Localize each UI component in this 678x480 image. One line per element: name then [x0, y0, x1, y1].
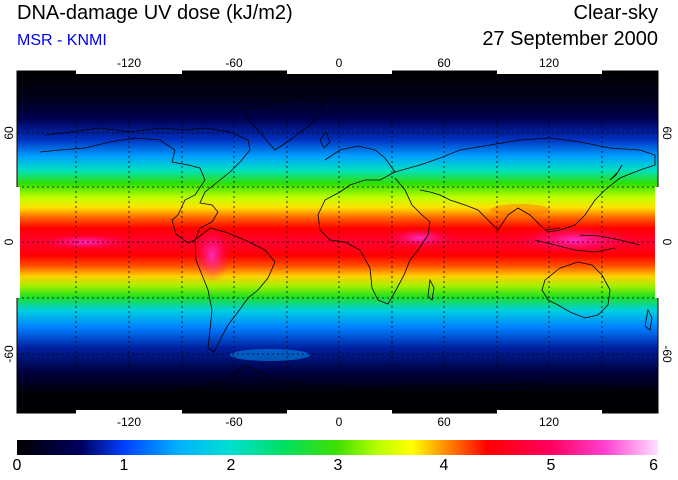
- lon-tick-bottom: 60: [437, 415, 451, 429]
- australia-coast: [541, 261, 611, 319]
- lon-tick-top: 120: [539, 56, 559, 70]
- lon-tick-top: 60: [437, 56, 451, 70]
- date-label: 27 September 2000: [482, 28, 658, 50]
- lat-tick-right: 0: [660, 239, 674, 246]
- source-label: MSR - KNMI: [17, 32, 107, 49]
- uv-dose-hotspots: [40, 204, 635, 361]
- lat-tick-right: 60: [660, 126, 674, 140]
- colorbar-label: 4: [439, 457, 449, 474]
- eurasia-coast: [394, 137, 656, 233]
- madagascar-coast: [427, 278, 435, 301]
- lon-tick-top: -120: [117, 56, 141, 70]
- japan-coast: [609, 164, 623, 181]
- map-title: DNA-damage UV dose (kJ/m2): [17, 2, 293, 24]
- greenland-coast: [244, 97, 323, 151]
- frame-tick-segments: [16, 70, 659, 414]
- uk-coast: [319, 131, 331, 149]
- colorbar-label: 1: [119, 457, 129, 474]
- lon-tick-top: 0: [336, 56, 343, 70]
- colorbar-label: 6: [649, 457, 658, 474]
- lon-tick-top: -60: [225, 56, 243, 70]
- lat-tick-left: -60: [2, 345, 16, 363]
- lat-tick-left: 0: [2, 238, 16, 245]
- sky-condition-label: Clear-sky: [573, 2, 658, 24]
- colorbar-label: 3: [333, 457, 343, 474]
- lat-tick-left: 60: [2, 126, 16, 140]
- antarctica-coast: [17, 364, 658, 399]
- lon-tick-bottom: -120: [117, 415, 141, 429]
- lon-tick-bottom: 0: [336, 415, 343, 429]
- colorbar-label: 5: [546, 457, 556, 474]
- lon-tick-bottom: 120: [539, 415, 559, 429]
- north-america-coast: [39, 127, 251, 244]
- lat-tick-right: -60: [660, 345, 674, 363]
- lon-tick-bottom: -60: [225, 415, 243, 429]
- colorbar-label: 2: [226, 457, 236, 474]
- indonesia-coast: [534, 227, 641, 253]
- new-zealand-coast: [644, 308, 653, 331]
- europe-africa-coast: [317, 145, 431, 305]
- graticule: [17, 71, 658, 413]
- colorbar: [17, 440, 658, 455]
- colorbar-label: 0: [12, 457, 22, 474]
